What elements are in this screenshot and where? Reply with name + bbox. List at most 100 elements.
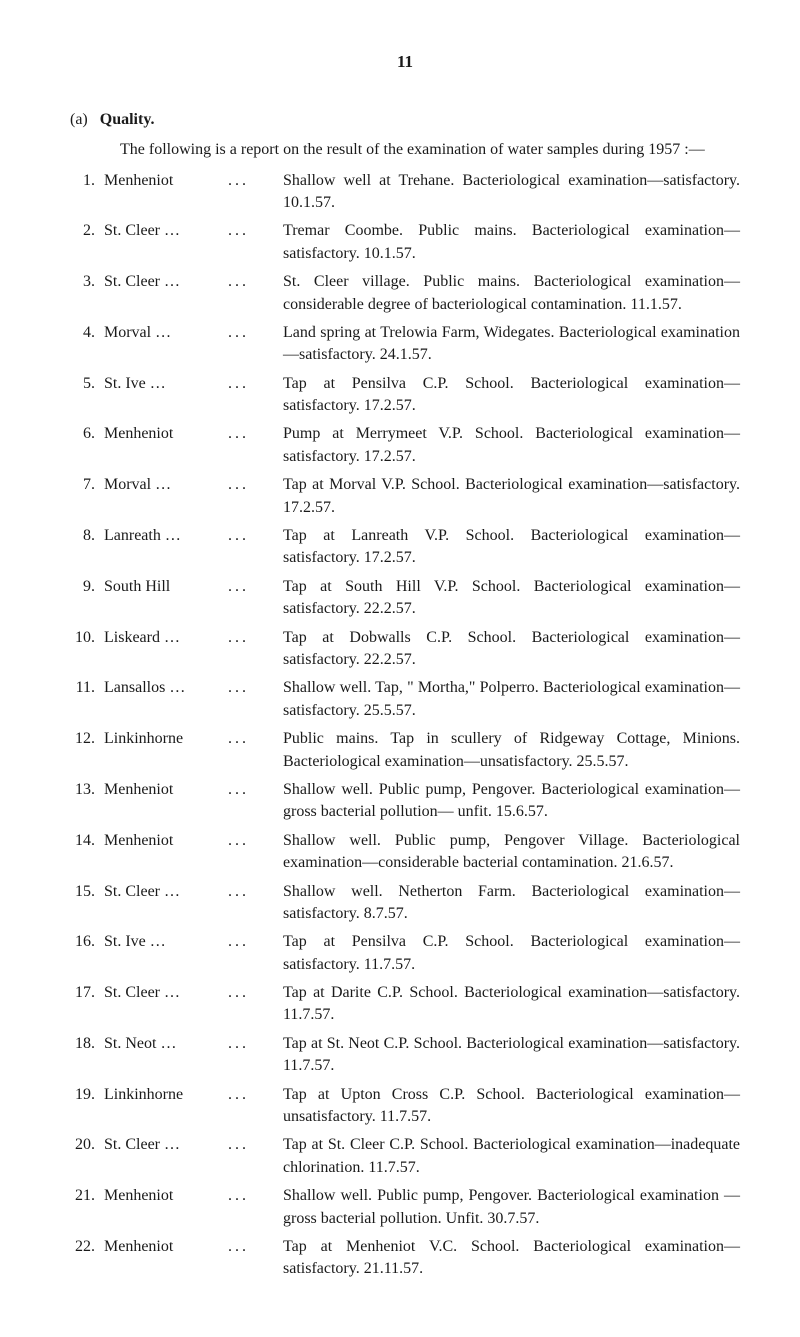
list-item: 12.Linkinhorne...Public mains. Tap in sc… — [70, 728, 740, 773]
list-item: 16.St. Ive …...Tap at Pensilva C.P. Scho… — [70, 931, 740, 976]
list-item: 19.Linkinhorne...Tap at Upton Cross C.P.… — [70, 1084, 740, 1129]
item-dots: ... — [228, 1185, 283, 1207]
item-number: 20. — [70, 1134, 98, 1156]
item-description: Tap at South Hill V.P. School. Bacteriol… — [283, 576, 740, 621]
item-dots: ... — [228, 931, 283, 953]
item-dots: ... — [228, 728, 283, 750]
list-item: 17.St. Cleer …...Tap at Darite C.P. Scho… — [70, 982, 740, 1027]
item-number: 11. — [70, 677, 98, 699]
item-dots: ... — [228, 1236, 283, 1258]
item-description: Tremar Coombe. Public mains. Bacteriolog… — [283, 220, 740, 265]
list-item: 3.St. Cleer …...St. Cleer village. Publi… — [70, 271, 740, 316]
list-item: 14.Menheniot...Shallow well. Public pump… — [70, 830, 740, 875]
item-number: 1. — [70, 170, 98, 192]
item-description: Shallow well. Netherton Farm. Bacteriolo… — [283, 881, 740, 926]
item-number: 7. — [70, 474, 98, 496]
item-location-name: Morval … — [98, 322, 228, 344]
item-number: 22. — [70, 1236, 98, 1258]
intro-text: The following is a report on the result … — [120, 139, 740, 161]
item-location-name: St. Cleer … — [98, 271, 228, 293]
item-dots: ... — [228, 1033, 283, 1055]
item-location-name: Menheniot — [98, 423, 228, 445]
item-location-name: Linkinhorne — [98, 1084, 228, 1106]
item-dots: ... — [228, 881, 283, 903]
item-number: 10. — [70, 627, 98, 649]
item-number: 15. — [70, 881, 98, 903]
item-number: 12. — [70, 728, 98, 750]
item-number: 14. — [70, 830, 98, 852]
item-dots: ... — [228, 373, 283, 395]
item-description: Shallow well. Public pump, Pengover. Bac… — [283, 779, 740, 824]
item-dots: ... — [228, 271, 283, 293]
item-description: Shallow well. Public pump, Pengover Vill… — [283, 830, 740, 875]
item-location-name: St. Cleer … — [98, 881, 228, 903]
item-description: Pump at Merrymeet V.P. School. Bacteriol… — [283, 423, 740, 468]
item-number: 16. — [70, 931, 98, 953]
list-item: 7.Morval …...Tap at Morval V.P. School. … — [70, 474, 740, 519]
item-number: 3. — [70, 271, 98, 293]
list-item: 22.Menheniot...Tap at Menheniot V.C. Sch… — [70, 1236, 740, 1281]
item-description: Shallow well at Trehane. Bacteriological… — [283, 170, 740, 215]
item-location-name: St. Cleer … — [98, 220, 228, 242]
item-dots: ... — [228, 220, 283, 242]
item-location-name: St. Ive … — [98, 931, 228, 953]
item-dots: ... — [228, 677, 283, 699]
list-item: 6.Menheniot...Pump at Merrymeet V.P. Sch… — [70, 423, 740, 468]
item-dots: ... — [228, 576, 283, 598]
section-header: (a) Quality. — [70, 109, 740, 131]
item-location-name: Menheniot — [98, 830, 228, 852]
item-location-name: South Hill — [98, 576, 228, 598]
item-number: 13. — [70, 779, 98, 801]
item-number: 8. — [70, 525, 98, 547]
section-title: Quality. — [100, 111, 155, 128]
item-number: 4. — [70, 322, 98, 344]
item-description: Tap at Menheniot V.C. School. Bacteriolo… — [283, 1236, 740, 1281]
item-location-name: Menheniot — [98, 1236, 228, 1258]
item-dots: ... — [228, 779, 283, 801]
item-location-name: Linkinhorne — [98, 728, 228, 750]
list-item: 8.Lanreath …...Tap at Lanreath V.P. Scho… — [70, 525, 740, 570]
item-number: 19. — [70, 1084, 98, 1106]
item-dots: ... — [228, 627, 283, 649]
item-location-name: Lansallos … — [98, 677, 228, 699]
list-item: 15.St. Cleer …...Shallow well. Netherton… — [70, 881, 740, 926]
item-location-name: St. Neot … — [98, 1033, 228, 1055]
item-description: Tap at Dobwalls C.P. School. Bacteriolog… — [283, 627, 740, 672]
item-location-name: St. Cleer … — [98, 1134, 228, 1156]
list-item: 18.St. Neot …...Tap at St. Neot C.P. Sch… — [70, 1033, 740, 1078]
item-description: Shallow well. Tap, " Mortha," Polperro. … — [283, 677, 740, 722]
item-number: 17. — [70, 982, 98, 1004]
item-number: 9. — [70, 576, 98, 598]
item-description: Tap at Darite C.P. School. Bacteriologic… — [283, 982, 740, 1027]
item-description: Tap at St. Cleer C.P. School. Bacteriolo… — [283, 1134, 740, 1179]
item-description: Land spring at Trelowia Farm, Widegates.… — [283, 322, 740, 367]
item-number: 18. — [70, 1033, 98, 1055]
item-dots: ... — [228, 474, 283, 496]
item-dots: ... — [228, 423, 283, 445]
item-description: Tap at Pensilva C.P. School. Bacteriolog… — [283, 931, 740, 976]
list-item: 4.Morval …...Land spring at Trelowia Far… — [70, 322, 740, 367]
item-number: 2. — [70, 220, 98, 242]
item-location-name: St. Ive … — [98, 373, 228, 395]
item-dots: ... — [228, 830, 283, 852]
list-item: 10.Liskeard …...Tap at Dobwalls C.P. Sch… — [70, 627, 740, 672]
item-location-name: Liskeard … — [98, 627, 228, 649]
list-item: 20.St. Cleer …...Tap at St. Cleer C.P. S… — [70, 1134, 740, 1179]
item-location-name: Morval … — [98, 474, 228, 496]
item-location-name: Lanreath … — [98, 525, 228, 547]
section-label: (a) — [70, 111, 88, 128]
item-dots: ... — [228, 170, 283, 192]
list-item: 2.St. Cleer …...Tremar Coombe. Public ma… — [70, 220, 740, 265]
item-description: Tap at Pensilva C.P. School. Bacteriolog… — [283, 373, 740, 418]
item-location-name: Menheniot — [98, 170, 228, 192]
item-description: Tap at Lanreath V.P. School. Bacteriolog… — [283, 525, 740, 570]
list-item: 21.Menheniot...Shallow well. Public pump… — [70, 1185, 740, 1230]
list-item: 13.Menheniot...Shallow well. Public pump… — [70, 779, 740, 824]
item-description: Public mains. Tap in scullery of Ridgewa… — [283, 728, 740, 773]
item-description: St. Cleer village. Public mains. Bacteri… — [283, 271, 740, 316]
item-number: 21. — [70, 1185, 98, 1207]
item-description: Tap at St. Neot C.P. School. Bacteriolog… — [283, 1033, 740, 1078]
list-item: 1.Menheniot...Shallow well at Trehane. B… — [70, 170, 740, 215]
item-dots: ... — [228, 525, 283, 547]
list-item: 5.St. Ive …...Tap at Pensilva C.P. Schoo… — [70, 373, 740, 418]
